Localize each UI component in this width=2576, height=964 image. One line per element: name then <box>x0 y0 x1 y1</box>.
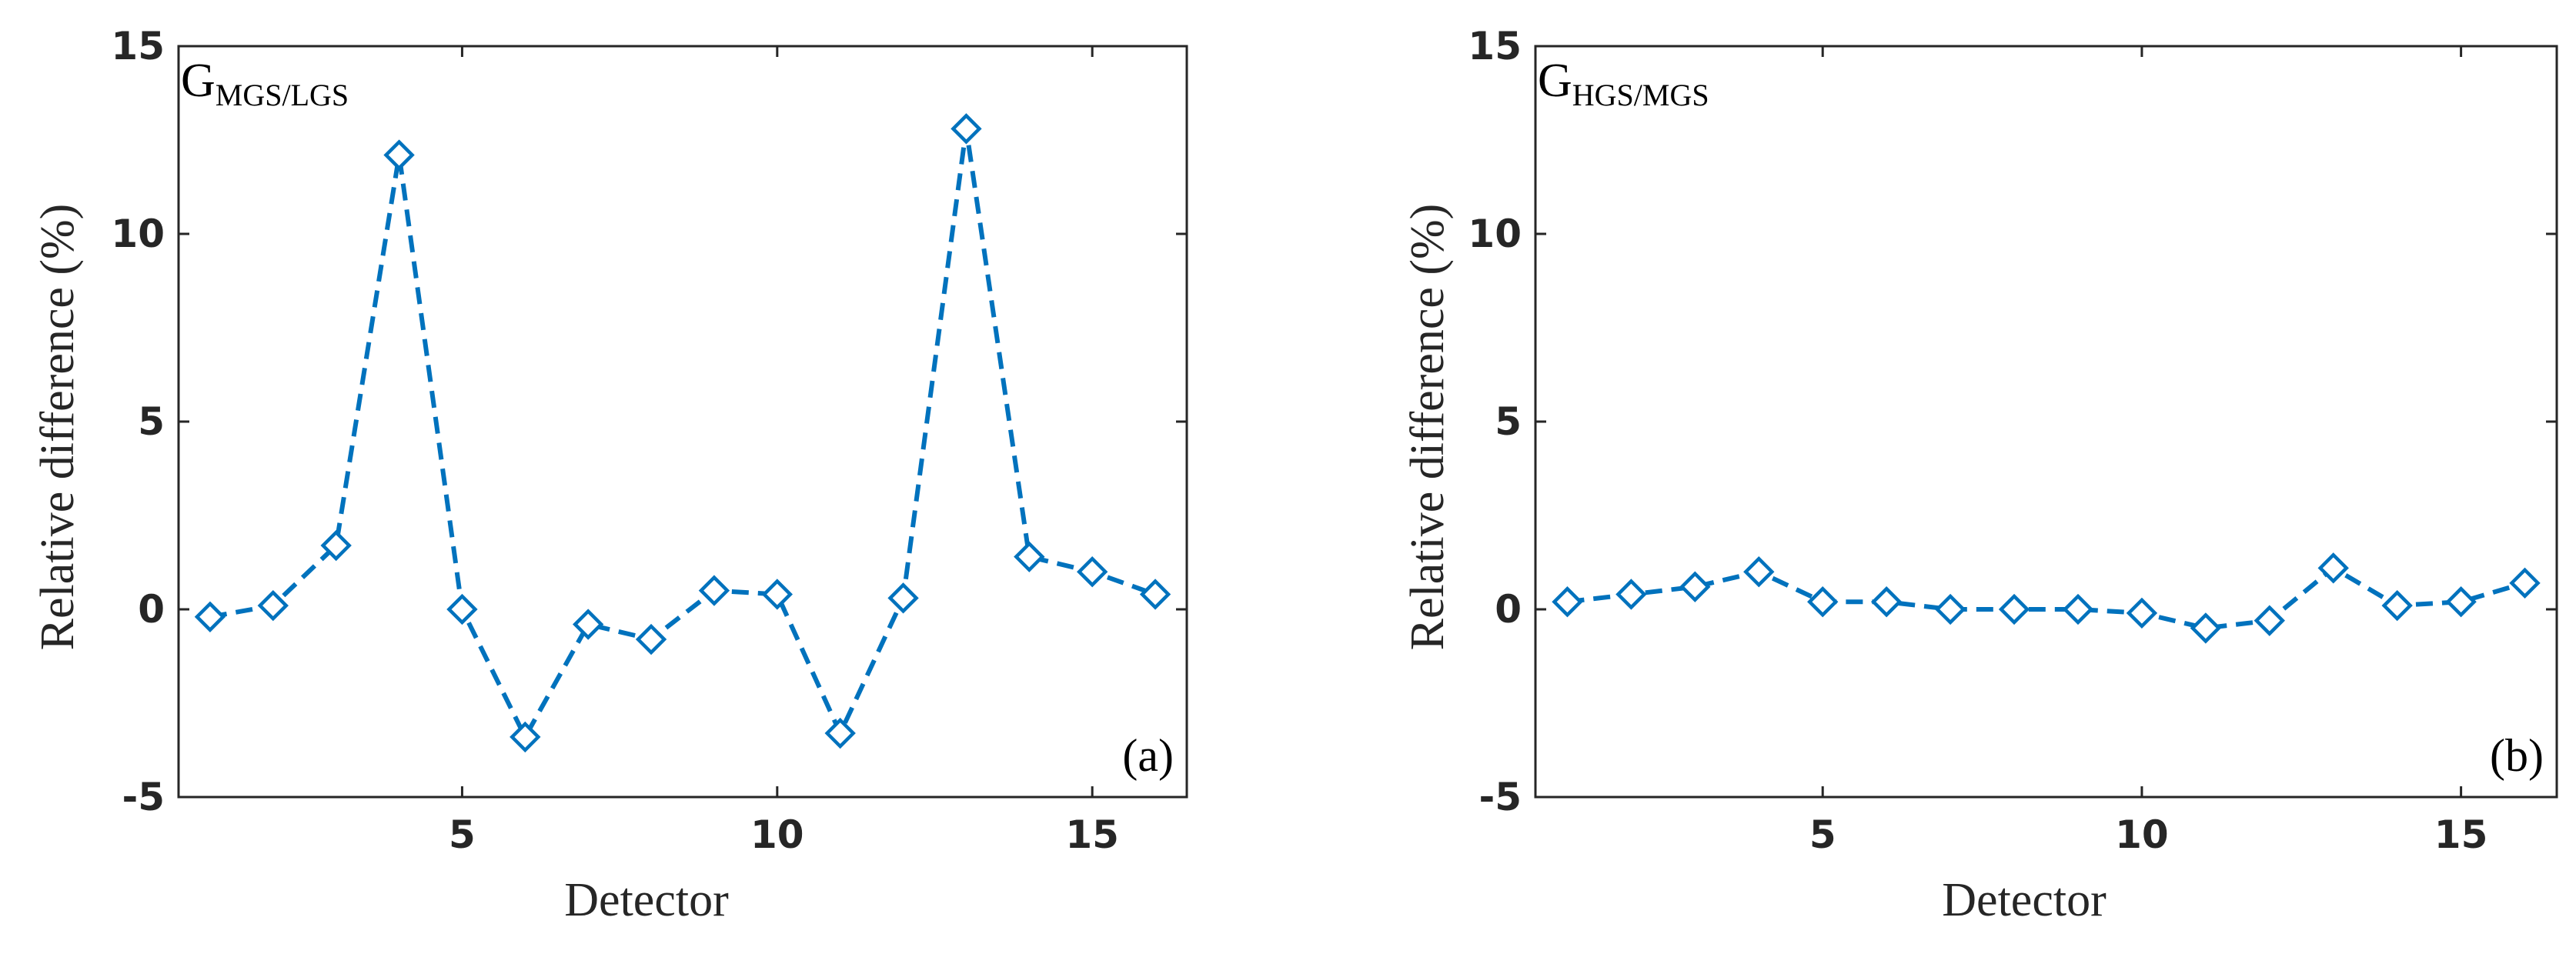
data-point-a-15 <box>1077 556 1108 588</box>
axes-box-a <box>177 45 1188 799</box>
data-point-a-7 <box>573 609 604 640</box>
series-line-a <box>209 126 1157 739</box>
data-point-b-8 <box>1998 593 2030 625</box>
y-tick-label-b: -5 <box>1478 775 1522 819</box>
data-point-a-16 <box>1139 579 1171 610</box>
data-point-b-9 <box>2062 593 2094 625</box>
data-point-a-8 <box>635 623 667 655</box>
data-point-b-11 <box>2190 612 2222 644</box>
data-point-b-15 <box>2445 586 2477 618</box>
panel-b-title: GHGS/MGS <box>1538 55 1709 112</box>
data-point-a-12 <box>887 582 919 614</box>
panel-a-label: (a) <box>1122 730 1174 781</box>
data-point-a-3 <box>320 529 352 562</box>
y-tick-label-b: 10 <box>1468 212 1522 256</box>
data-point-b-10 <box>2126 597 2158 629</box>
data-point-b-14 <box>2381 589 2413 622</box>
panel-b: -5 0 5 10 15 5 10 15 GHGS/MGS (b) Detector Rela… <box>1402 24 2558 926</box>
data-point-b-16 <box>2509 567 2541 599</box>
panel-a-xlabel: Detector <box>564 874 729 926</box>
x-tick-label-b: 10 <box>2115 812 2169 857</box>
y-tick-label-a: 5 <box>138 399 165 444</box>
panel-b-ylabel: Relative difference (%) <box>1402 204 1454 651</box>
x-tick-label-a: 15 <box>1065 812 1119 857</box>
data-point-b-12 <box>2254 605 2285 636</box>
panel-a-ylabel: Relative difference (%) <box>32 204 84 651</box>
panel-a: -5 0 5 10 15 5 10 15 GMGS/LGS (a) Detector Rela… <box>32 24 1188 926</box>
data-point-b-13 <box>2317 552 2349 584</box>
data-point-b-5 <box>1807 586 1839 618</box>
panel-b-title-sub: HGS/MGS <box>1572 78 1709 112</box>
y-tick-label-a: -5 <box>122 775 165 819</box>
y-tick-label-b: 0 <box>1495 587 1522 632</box>
data-point-a-9 <box>698 575 730 606</box>
data-point-a-11 <box>824 717 856 749</box>
data-point-b-7 <box>1934 593 1966 625</box>
data-point-a-4 <box>383 139 415 171</box>
data-point-b-3 <box>1679 571 1711 602</box>
panel-a-title-main: G <box>181 55 216 107</box>
x-tick-label-a: 5 <box>449 812 476 857</box>
x-tick-label-a: 10 <box>750 812 804 857</box>
data-point-b-1 <box>1552 586 1583 618</box>
data-point-a-6 <box>510 721 541 753</box>
x-tick-label-b: 5 <box>1809 812 1836 857</box>
x-tick-label-b: 15 <box>2434 812 2488 857</box>
data-point-a-1 <box>194 601 226 632</box>
axes-box-b <box>1534 45 2558 799</box>
series-line-b <box>1567 565 2526 631</box>
y-tick-label-a: 10 <box>111 212 165 256</box>
data-point-b-2 <box>1615 579 1647 610</box>
plot-area-b: -5 0 5 10 15 5 10 15 <box>1468 24 2558 857</box>
data-point-a-10 <box>761 579 793 610</box>
data-point-a-5 <box>446 593 478 625</box>
data-point-a-14 <box>1014 541 1045 572</box>
panel-b-title-main: G <box>1538 55 1572 107</box>
y-tick-label-b: 5 <box>1495 399 1522 444</box>
y-tick-label-a: 15 <box>111 24 165 68</box>
panel-b-xlabel: Detector <box>1942 874 2107 926</box>
y-tick-label-b: 15 <box>1468 24 1522 68</box>
plot-area-a: -5 0 5 10 15 5 10 15 <box>111 24 1188 857</box>
data-point-a-2 <box>257 589 289 622</box>
data-point-a-13 <box>951 113 982 145</box>
panel-a-title-sub: MGS/LGS <box>216 78 349 112</box>
data-point-b-4 <box>1743 556 1775 588</box>
panel-b-label: (b) <box>2490 730 2544 781</box>
panel-a-title: GMGS/LGS <box>181 55 349 112</box>
y-tick-label-a: 0 <box>138 587 165 632</box>
data-point-b-6 <box>1870 586 1903 618</box>
